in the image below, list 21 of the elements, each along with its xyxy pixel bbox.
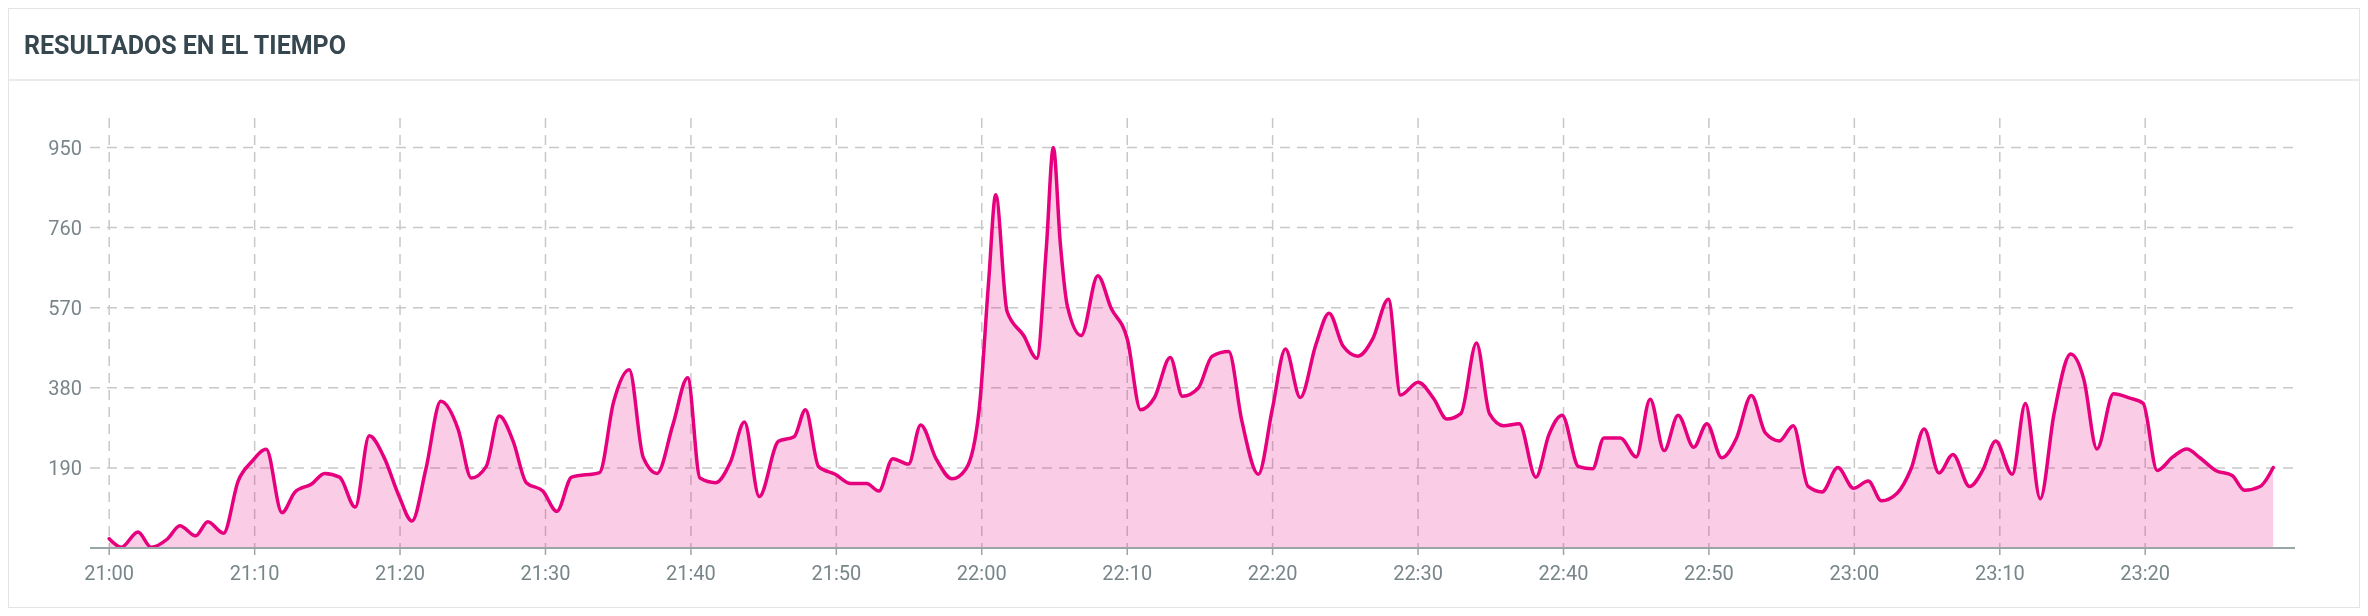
y-tick-label: 950 — [48, 135, 82, 160]
y-tick-label: 760 — [48, 215, 82, 240]
x-tick-label: 21:20 — [375, 561, 425, 585]
x-tick-label: 22:20 — [1247, 561, 1298, 585]
x-tick-label: 21:30 — [520, 561, 571, 585]
y-tick-label: 570 — [48, 295, 82, 320]
x-tick-label: 21:40 — [666, 561, 716, 585]
chart-title: RESULTADOS EN EL TIEMPO — [24, 31, 346, 60]
y-tick-label: 190 — [48, 455, 82, 480]
x-tick-label: 23:00 — [1829, 561, 1880, 585]
x-tick-label: 21:00 — [84, 561, 135, 585]
x-tick-label: 22:10 — [1102, 561, 1153, 585]
x-tick-label: 23:20 — [2120, 561, 2171, 585]
x-tick-label: 22:00 — [956, 561, 1007, 585]
x-tick-label: 23:10 — [1974, 561, 2025, 585]
x-tick-label: 21:50 — [811, 561, 862, 585]
x-tick-label: 22:40 — [1538, 561, 1589, 585]
x-tick-label: 22:30 — [1393, 561, 1443, 585]
x-tick-label: 22:50 — [1683, 561, 1734, 585]
y-tick-label: 380 — [48, 375, 82, 400]
x-tick-label: 21:10 — [229, 561, 280, 585]
